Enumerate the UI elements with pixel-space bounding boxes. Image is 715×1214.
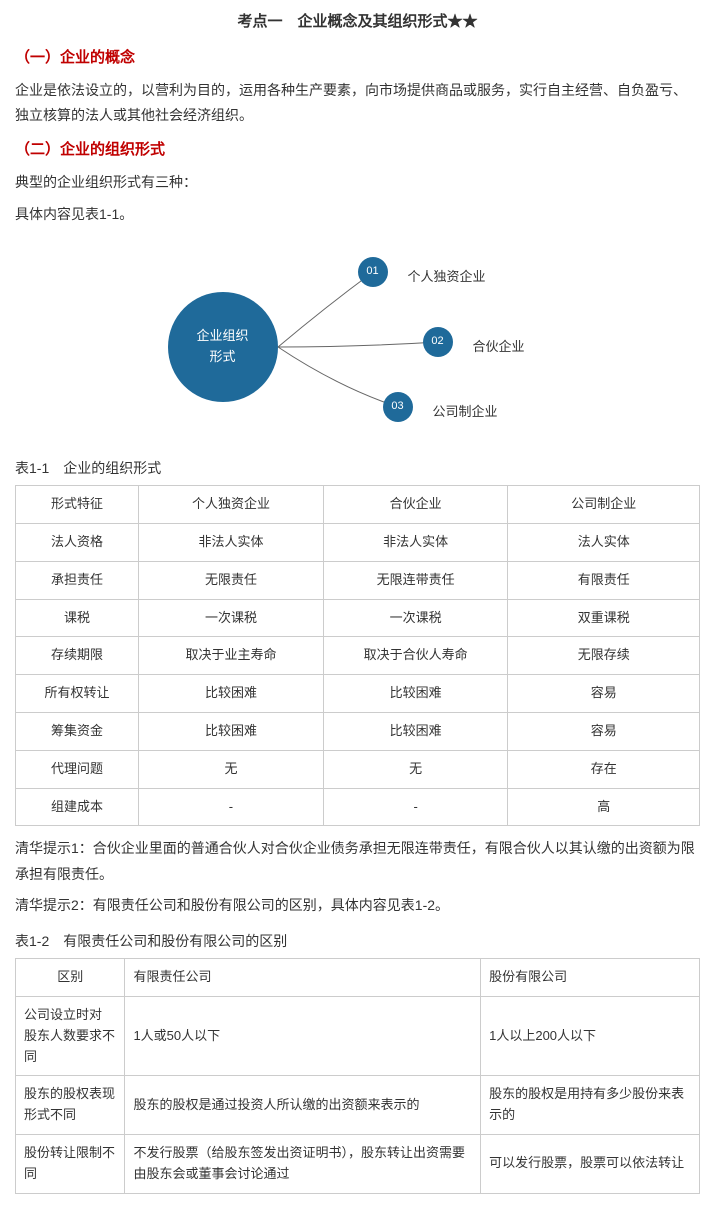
table-cell: 容易 (508, 712, 700, 750)
section2-header: （二）企业的组织形式 (15, 138, 700, 162)
section1-header: （一）企业的概念 (15, 46, 700, 70)
table2: 区别有限责任公司股份有限公司公司设立时对股东人数要求不同1人或50人以下1人以上… (15, 958, 700, 1193)
diagram-container: 企业组织形式 01 个人独资企业 02 合伙企业 03 公司制企业 (15, 242, 700, 442)
table-cell: 课税 (16, 599, 139, 637)
table2-header-cell: 区别 (16, 959, 125, 997)
table-row: 股东的股权表现形式不同股东的股权是通过投资人所认缴的出资额来表示的股东的股权是用… (16, 1076, 700, 1135)
table-cell: 法人资格 (16, 523, 139, 561)
page-title: 考点一 企业概念及其组织形式★★ (15, 10, 700, 34)
table-cell: 股东的股权是用持有多少股份来表示的 (481, 1076, 700, 1135)
table-cell: 比较困难 (139, 675, 324, 713)
table-cell: 存续期限 (16, 637, 139, 675)
page-container: 考点一 企业概念及其组织形式★★ （一）企业的概念 企业是依法设立的，以营利为目… (15, 10, 700, 1194)
table-cell: - (323, 788, 508, 826)
table-cell: 不发行股票（给股东签发出资证明书），股东转让出资需要由股东会或董事会讨论通过 (125, 1135, 481, 1194)
table-cell: 1人以上200人以下 (481, 997, 700, 1076)
table2-caption: 表1-2 有限责任公司和股份有限公司的区别 (15, 930, 700, 952)
table-cell: 承担责任 (16, 561, 139, 599)
org-diagram: 企业组织形式 01 个人独资企业 02 合伙企业 03 公司制企业 (108, 242, 608, 442)
table-row: 公司设立时对股东人数要求不同1人或50人以下1人以上200人以下 (16, 997, 700, 1076)
table-row: 存续期限取决于业主寿命取决于合伙人寿命无限存续 (16, 637, 700, 675)
table2-header-cell: 股份有限公司 (481, 959, 700, 997)
table-cell: 代理问题 (16, 750, 139, 788)
table-row: 代理问题无无存在 (16, 750, 700, 788)
table-cell: 比较困难 (139, 712, 324, 750)
table-cell: 一次课税 (323, 599, 508, 637)
table1-caption: 表1-1 企业的组织形式 (15, 457, 700, 479)
table-cell: 双重课税 (508, 599, 700, 637)
diagram-node-1: 01 (358, 257, 388, 287)
table-cell: 存在 (508, 750, 700, 788)
table-cell: 股东的股权是通过投资人所认缴的出资额来表示的 (125, 1076, 481, 1135)
table-row: 法人资格非法人实体非法人实体法人实体 (16, 523, 700, 561)
diagram-node-3: 03 (383, 392, 413, 422)
table-row: 课税一次课税一次课税双重课税 (16, 599, 700, 637)
diagram-node-label-3: 公司制企业 (433, 402, 498, 423)
table-cell: 股东的股权表现形式不同 (16, 1076, 125, 1135)
tip1: 清华提示1：合伙企业里面的普通合伙人对合伙企业债务承担无限连带责任，有限合伙人以… (15, 836, 700, 886)
diagram-center-label: 企业组织形式 (196, 326, 248, 368)
table-cell: 一次课税 (139, 599, 324, 637)
diagram-node-label-1: 个人独资企业 (408, 267, 486, 288)
table-cell: 取决于业主寿命 (139, 637, 324, 675)
table-cell: 组建成本 (16, 788, 139, 826)
table-cell: 所有权转让 (16, 675, 139, 713)
table-cell: 法人实体 (508, 523, 700, 561)
table-cell: 公司设立时对股东人数要求不同 (16, 997, 125, 1076)
table-cell: 可以发行股票，股票可以依法转让 (481, 1135, 700, 1194)
table-cell: 非法人实体 (323, 523, 508, 561)
table-cell: 高 (508, 788, 700, 826)
table-cell: 无限责任 (139, 561, 324, 599)
table-cell: 1人或50人以下 (125, 997, 481, 1076)
diagram-node-label-2: 合伙企业 (473, 337, 525, 358)
table-cell: 无限存续 (508, 637, 700, 675)
table-cell: 筹集资金 (16, 712, 139, 750)
table-cell: 非法人实体 (139, 523, 324, 561)
table1-header-cell: 合伙企业 (323, 486, 508, 524)
section1-body: 企业是依法设立的，以营利为目的，运用各种生产要素，向市场提供商品或服务，实行自主… (15, 78, 700, 128)
table1-header-cell: 个人独资企业 (139, 486, 324, 524)
table-cell: 容易 (508, 675, 700, 713)
diagram-node-2: 02 (423, 327, 453, 357)
table-row: 股份转让限制不同不发行股票（给股东签发出资证明书），股东转让出资需要由股东会或董… (16, 1135, 700, 1194)
tip2: 清华提示2：有限责任公司和股份有限公司的区别，具体内容见表1-2。 (15, 893, 700, 918)
table1: 形式特征个人独资企业合伙企业公司制企业法人资格非法人实体非法人实体法人实体承担责… (15, 485, 700, 826)
table-cell: 有限责任 (508, 561, 700, 599)
table-cell: 比较困难 (323, 675, 508, 713)
table-row: 承担责任无限责任无限连带责任有限责任 (16, 561, 700, 599)
table-cell: 无 (139, 750, 324, 788)
table1-header-cell: 形式特征 (16, 486, 139, 524)
table2-header-cell: 有限责任公司 (125, 959, 481, 997)
table1-header-cell: 公司制企业 (508, 486, 700, 524)
section2-line1: 典型的企业组织形式有三种： (15, 170, 700, 195)
table-cell: 无限连带责任 (323, 561, 508, 599)
table-cell: 取决于合伙人寿命 (323, 637, 508, 675)
table-cell: - (139, 788, 324, 826)
diagram-center-node: 企业组织形式 (168, 292, 278, 402)
table-row: 筹集资金比较困难比较困难容易 (16, 712, 700, 750)
table-cell: 股份转让限制不同 (16, 1135, 125, 1194)
table-cell: 比较困难 (323, 712, 508, 750)
table-row: 组建成本--高 (16, 788, 700, 826)
table-cell: 无 (323, 750, 508, 788)
section2-line2: 具体内容见表1-1。 (15, 202, 700, 227)
table-row: 所有权转让比较困难比较困难容易 (16, 675, 700, 713)
